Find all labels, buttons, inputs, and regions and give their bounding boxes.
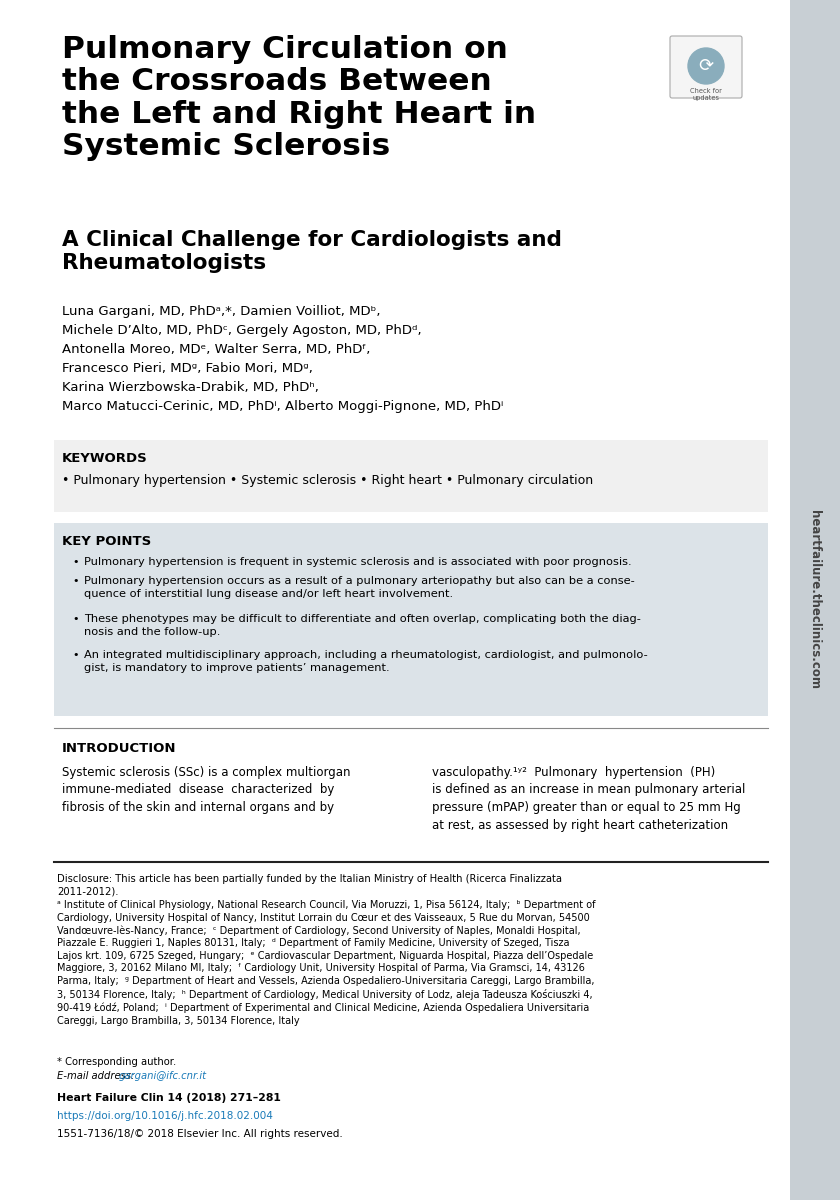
Text: https://doi.org/10.1016/j.hfc.2018.02.004: https://doi.org/10.1016/j.hfc.2018.02.00… [57, 1111, 273, 1121]
Text: •: • [72, 614, 78, 624]
Text: Heart Failure Clin 14 (2018) 271–281: Heart Failure Clin 14 (2018) 271–281 [57, 1093, 281, 1103]
Bar [790, 0, 840, 1200]
Text: heartfailure.theclinics.com: heartfailure.theclinics.com [809, 510, 822, 690]
Text: An integrated multidisciplinary approach, including a rheumatologist, cardiologi: An integrated multidisciplinary approach… [84, 650, 648, 672]
Text: • Pulmonary hypertension • Systemic sclerosis • Right heart • Pulmonary circulat: • Pulmonary hypertension • Systemic scle… [62, 474, 593, 487]
Text: Pulmonary hypertension is frequent in systemic sclerosis and is associated with : Pulmonary hypertension is frequent in sy… [84, 557, 632, 566]
Bar [54, 440, 768, 512]
Text: •: • [72, 650, 78, 660]
Text: Disclosure: This article has been partially funded by the Italian Ministry of He: Disclosure: This article has been partia… [57, 874, 562, 896]
Text: Pulmonary Circulation on
the Crossroads Between
the Left and Right Heart in
Syst: Pulmonary Circulation on the Crossroads … [62, 35, 536, 161]
Text: Check for
updates: Check for updates [690, 88, 722, 101]
Text: E-mail address:: E-mail address: [57, 1070, 138, 1081]
Circle shape [688, 48, 724, 84]
Text: * Corresponding author.: * Corresponding author. [57, 1057, 176, 1067]
Text: A Clinical Challenge for Cardiologists and
Rheumatologists: A Clinical Challenge for Cardiologists a… [62, 230, 562, 274]
Text: •: • [72, 576, 78, 586]
Text: Francesco Pieri, MDᵍ, Fabio Mori, MDᵍ,: Francesco Pieri, MDᵍ, Fabio Mori, MDᵍ, [62, 362, 312, 374]
Text: INTRODUCTION: INTRODUCTION [62, 742, 176, 755]
Text: Antonella Moreo, MDᵉ, Walter Serra, MD, PhDᶠ,: Antonella Moreo, MDᵉ, Walter Serra, MD, … [62, 343, 370, 356]
Bar [54, 523, 768, 716]
Text: Michele D’Alto, MD, PhDᶜ, Gergely Agoston, MD, PhDᵈ,: Michele D’Alto, MD, PhDᶜ, Gergely Agosto… [62, 324, 422, 337]
Text: vasculopathy.¹ʸ²  Pulmonary  hypertension  (PH)
is defined as an increase in mea: vasculopathy.¹ʸ² Pulmonary hypertension … [432, 766, 745, 832]
Text: Systemic sclerosis (SSc) is a complex multiorgan
immune-mediated  disease  chara: Systemic sclerosis (SSc) is a complex mu… [62, 766, 350, 814]
Text: Pulmonary hypertension occurs as a result of a pulmonary arteriopathy but also c: Pulmonary hypertension occurs as a resul… [84, 576, 635, 599]
Text: gargani@ifc.cnr.it: gargani@ifc.cnr.it [118, 1070, 207, 1081]
Text: These phenotypes may be difficult to differentiate and often overlap, complicati: These phenotypes may be difficult to dif… [84, 614, 641, 636]
Text: •: • [72, 557, 78, 566]
Text: Karina Wierzbowska-Drabik, MD, PhDʰ,: Karina Wierzbowska-Drabik, MD, PhDʰ, [62, 382, 319, 394]
Text: Luna Gargani, MD, PhDᵃ,*, Damien Voilliot, MDᵇ,: Luna Gargani, MD, PhDᵃ,*, Damien Voillio… [62, 305, 381, 318]
Text: ᵃ Institute of Clinical Physiology, National Research Council, Via Moruzzi, 1, P: ᵃ Institute of Clinical Physiology, Nati… [57, 900, 596, 1026]
Text: KEY POINTS: KEY POINTS [62, 535, 151, 548]
Text: ⟳: ⟳ [698, 56, 713, 74]
Text: Marco Matucci-Cerinic, MD, PhDⁱ, Alberto Moggi-Pignone, MD, PhDⁱ: Marco Matucci-Cerinic, MD, PhDⁱ, Alberto… [62, 400, 503, 413]
Text: 1551-7136/18/© 2018 Elsevier Inc. All rights reserved.: 1551-7136/18/© 2018 Elsevier Inc. All ri… [57, 1129, 343, 1139]
Text: KEYWORDS: KEYWORDS [62, 452, 148, 464]
FancyBboxPatch shape [670, 36, 742, 98]
